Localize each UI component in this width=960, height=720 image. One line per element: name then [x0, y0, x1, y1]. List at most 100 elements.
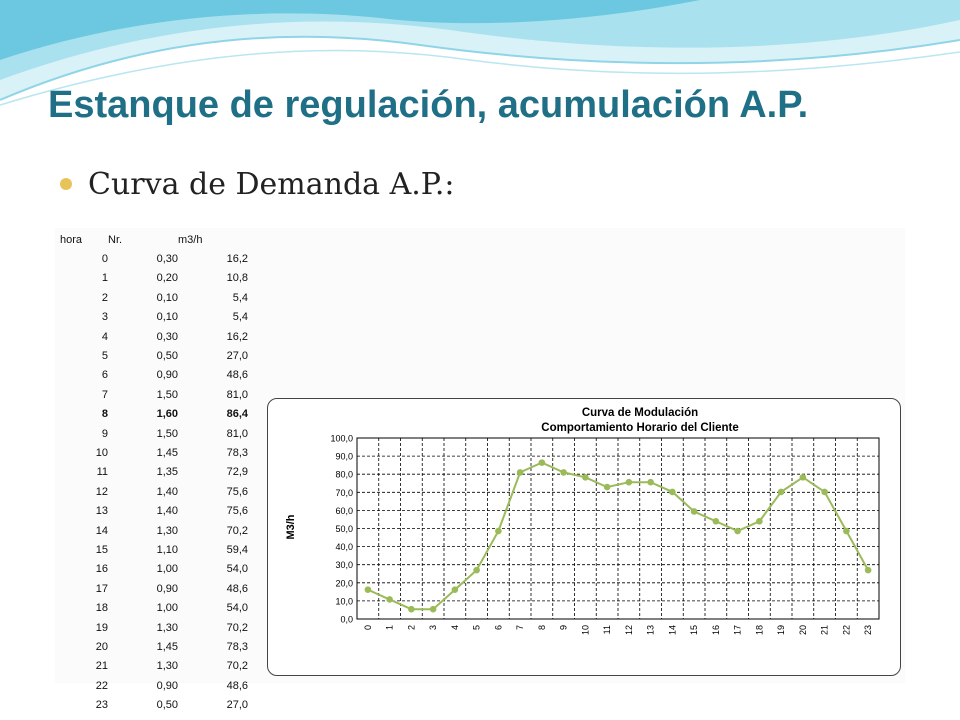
- cell-nr: 1,40: [156, 505, 178, 518]
- cell-hora: 6: [101, 369, 108, 382]
- x-tick-label: 17: [733, 625, 743, 635]
- cell-hora: 3: [101, 311, 108, 324]
- cell-m3h: 75,6: [226, 505, 248, 518]
- x-tick-label: 7: [515, 625, 525, 630]
- cell-m3h: 5,4: [232, 311, 248, 324]
- table-row: 23 0,50 27,0: [60, 695, 248, 714]
- table-row: 11 1,35 72,9: [60, 463, 248, 482]
- data-point: [386, 596, 393, 603]
- cell-m3h: 16,2: [226, 253, 248, 266]
- cell-m3h: 54,0: [226, 563, 248, 576]
- x-tick-label: 20: [798, 625, 808, 635]
- cell-m3h: 59,4: [226, 543, 248, 556]
- cell-nr: 0,10: [156, 291, 178, 304]
- grid: [356, 437, 880, 620]
- cell-nr: 1,00: [156, 602, 178, 615]
- cell-nr: 1,30: [156, 524, 178, 537]
- data-point: [538, 459, 546, 466]
- y-tick-label: 80,0: [335, 470, 353, 480]
- header-wave-decoration: [0, 0, 960, 106]
- cell-m3h: 70,2: [226, 621, 248, 634]
- cell-hora: 20: [95, 640, 108, 653]
- data-point: [777, 488, 785, 496]
- table-header-row: hora Nr. m3/h: [60, 230, 248, 249]
- table-row: 16 1,00 54,0: [60, 560, 248, 579]
- chart-title: Curva de Modulación: [582, 407, 698, 419]
- cell-m3h: 10,8: [226, 272, 248, 285]
- cell-hora: 4: [101, 330, 108, 343]
- axes: 0,0 10,0 20,0 30,0 40,0 50,0 60,0 70,0 80,0 90,0 1…: [330, 434, 873, 636]
- cell-m3h: 16,2: [226, 330, 248, 343]
- data-point: [625, 478, 633, 486]
- chart-container: Curva de Modulación Comportamiento Horar…: [267, 398, 901, 676]
- cell-nr: 0,50: [156, 350, 178, 363]
- table-row: 6 0,90 48,6: [60, 366, 248, 385]
- cell-nr: 0,50: [156, 699, 178, 712]
- cell-m3h: 48,6: [226, 369, 248, 382]
- y-tick-label: 30,0: [335, 560, 353, 570]
- y-tick-label: 50,0: [335, 524, 353, 534]
- cell-hora: 14: [95, 524, 108, 537]
- x-tick-label: 0: [363, 625, 373, 630]
- data-point: [408, 605, 415, 613]
- table-row: 19 1,30 70,2: [60, 618, 248, 637]
- y-tick-label: 100,0: [330, 434, 353, 444]
- table-row: 1 0,20 10,8: [60, 269, 248, 288]
- cell-hora: 0: [101, 253, 108, 266]
- y-tick-label: 60,0: [335, 506, 353, 516]
- cell-m3h: 78,3: [226, 446, 248, 459]
- table-row: 3 0,10 5,4: [60, 308, 248, 327]
- header-m3h: m3/h: [178, 233, 203, 246]
- cell-hora: 2: [101, 291, 108, 304]
- x-tick-label: 13: [646, 625, 656, 635]
- x-tick-label: 21: [820, 625, 830, 635]
- x-tick-label: 12: [624, 625, 634, 635]
- cell-hora: 11: [96, 466, 108, 479]
- data-point: [429, 605, 437, 613]
- data-point: [843, 527, 850, 535]
- cell-nr: 0,90: [156, 679, 178, 692]
- data-point: [690, 508, 698, 515]
- cell-hora: 23: [95, 699, 108, 712]
- x-tick-label: 6: [493, 625, 503, 630]
- demand-table: hora Nr. m3/h 0 0,30 16,2 1 0,20 10,8 2 0,10 5,4…: [60, 230, 248, 715]
- cell-nr: 0,20: [156, 272, 178, 285]
- cell-m3h: 70,2: [226, 524, 248, 537]
- table-row: 12 1,40 75,6: [60, 482, 248, 501]
- cell-nr: 1,45: [156, 446, 178, 459]
- modulation-chart: Curva de Modulación Comportamiento Horar…: [285, 407, 880, 636]
- cell-nr: 0,30: [156, 330, 178, 343]
- data-point: [669, 488, 676, 496]
- data-point: [821, 488, 828, 496]
- data-point: [451, 586, 459, 593]
- x-tick-label: 4: [450, 625, 460, 630]
- data-point: [560, 469, 567, 476]
- x-tick-label: 23: [863, 625, 873, 635]
- table-body: 0 0,30 16,2 1 0,20 10,8 2 0,10 5,4 3 0,10 5,4 4 0,30 1…: [60, 249, 248, 714]
- table-row: 5 0,50 27,0: [60, 346, 248, 365]
- cell-hora: 9: [101, 427, 108, 440]
- cell-nr: 1,30: [156, 621, 178, 634]
- cell-nr: 1,10: [156, 543, 178, 556]
- data-point: [734, 527, 741, 535]
- cell-m3h: 78,3: [226, 640, 248, 653]
- x-tick-label: 16: [711, 625, 721, 635]
- header-nr: Nr.: [108, 233, 123, 246]
- x-tick-label: 9: [559, 625, 569, 630]
- cell-m3h: 48,6: [226, 679, 248, 692]
- data-point: [799, 473, 807, 481]
- table-row: 2 0,10 5,4: [60, 288, 248, 307]
- table-row: 20 1,45 78,3: [60, 637, 248, 656]
- x-tick-label: 11: [602, 625, 612, 634]
- cell-nr: 1,60: [156, 408, 178, 421]
- data-point: [364, 586, 372, 593]
- cell-m3h: 27,0: [226, 699, 248, 712]
- table-row: 18 1,00 54,0: [60, 598, 248, 617]
- cell-hora: 13: [95, 505, 108, 518]
- data-point: [495, 527, 502, 535]
- cell-m3h: 81,0: [226, 388, 248, 401]
- cell-nr: 1,45: [156, 640, 178, 653]
- data-point: [647, 478, 654, 486]
- table-row: 14 1,30 70,2: [60, 521, 248, 540]
- cell-hora: 7: [101, 388, 108, 401]
